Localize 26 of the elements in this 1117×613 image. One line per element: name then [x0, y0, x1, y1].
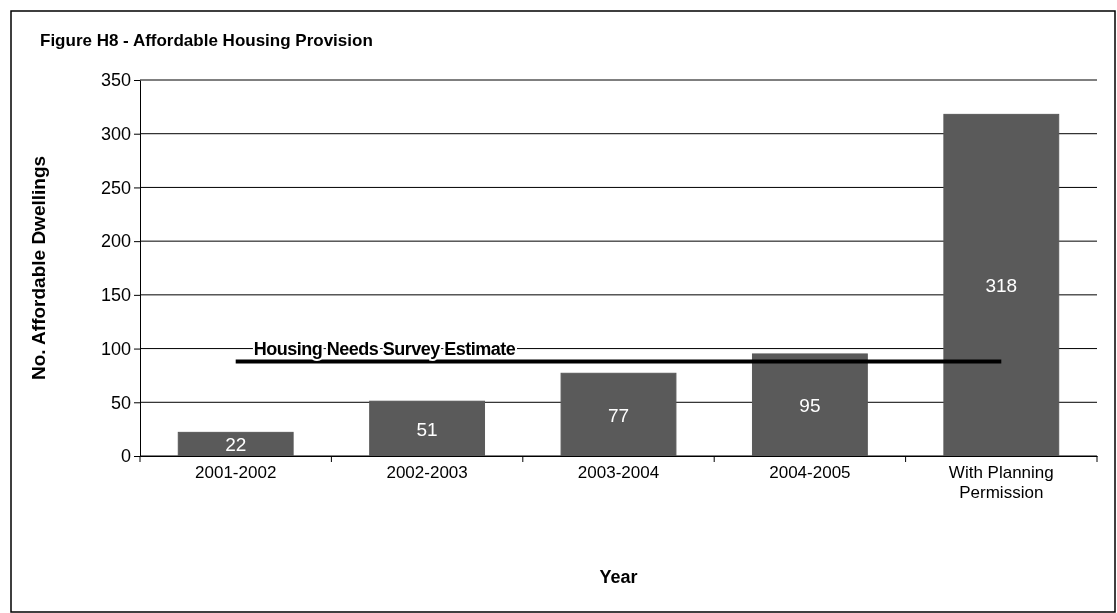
- y-tick-label: 100: [100, 338, 131, 359]
- bar: [177, 431, 294, 457]
- x-tick-label: 2004-2005: [769, 463, 851, 483]
- data-label: 22: [225, 434, 247, 456]
- data-label: 51: [416, 418, 438, 440]
- bar: [560, 372, 677, 457]
- data-label: 95: [799, 394, 821, 416]
- x-tick-label: 2002-2003: [386, 463, 468, 483]
- chart-title: Figure H8 - Affordable Housing Provision: [40, 31, 373, 50]
- bar: [369, 400, 486, 457]
- y-tick-label: 200: [100, 231, 131, 252]
- y-tick-label: 0: [120, 446, 131, 467]
- x-axis-title: Year: [599, 567, 638, 587]
- bar: [943, 113, 1060, 457]
- y-axis-title: No. Affordable Dwellings: [28, 155, 49, 381]
- y-tick-label: 150: [100, 285, 131, 306]
- data-label: 318: [985, 275, 1018, 297]
- x-tick-label: 2003-2004: [577, 463, 660, 483]
- y-tick-label: 350: [100, 70, 131, 91]
- x-tick-label: 2001-2002: [195, 463, 277, 483]
- bar: [751, 353, 868, 457]
- y-tick-label: 250: [100, 177, 131, 198]
- x-tick-label: With Planning Permission: [948, 463, 1054, 502]
- data-label: 77: [607, 404, 630, 426]
- y-tick-label: 300: [100, 123, 131, 144]
- y-tick-label: 50: [110, 392, 131, 413]
